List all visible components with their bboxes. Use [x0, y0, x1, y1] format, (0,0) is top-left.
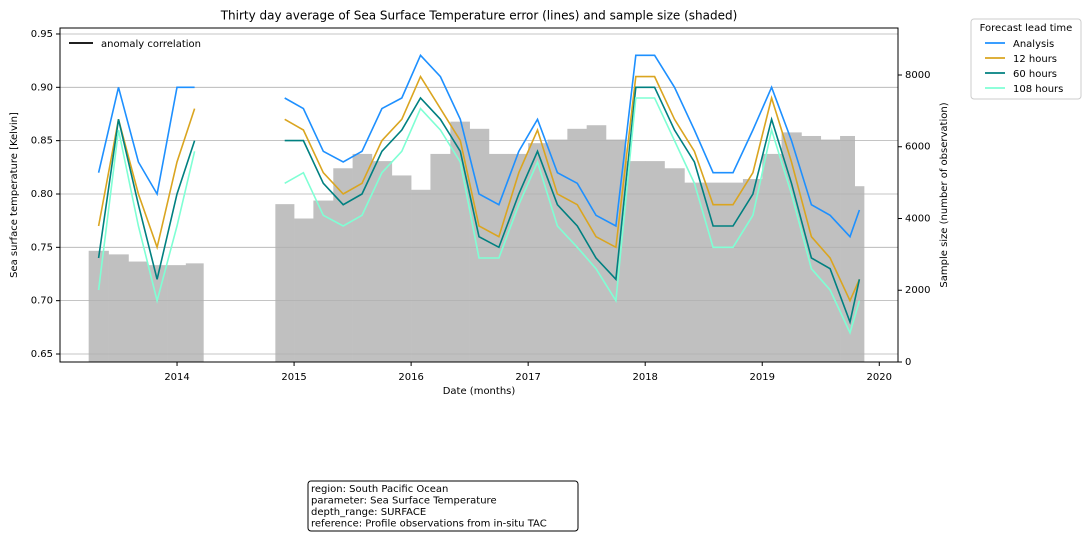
sample-bar — [684, 182, 705, 362]
series-line — [97, 119, 196, 280]
sample-bar — [333, 168, 353, 362]
sample-bar — [664, 168, 685, 362]
x-tick-label: 2015 — [281, 372, 306, 383]
legend-label: Analysis — [1013, 39, 1054, 50]
info-box — [307, 480, 579, 532]
series-line — [97, 129, 196, 304]
y-tick-label: 0.80 — [31, 189, 53, 200]
y2-tick-label: 0 — [905, 357, 911, 368]
sample-bar — [547, 139, 568, 362]
y-tick-label: 0.65 — [31, 349, 53, 360]
legend-label: 108 hours — [1013, 84, 1063, 95]
y-tick-label: 0.95 — [31, 29, 53, 40]
y2-tick-label: 6000 — [905, 142, 930, 153]
sample-bar — [605, 139, 627, 362]
x-tick-label: 2018 — [632, 372, 657, 383]
legend-label: 12 hours — [1013, 54, 1057, 65]
x-tick-label: 2016 — [398, 372, 423, 383]
series-line — [284, 74, 861, 303]
y-tick-label: 0.90 — [31, 82, 53, 93]
sample-bar — [88, 250, 109, 362]
sample-bar — [528, 143, 548, 362]
legend-label: 60 hours — [1013, 69, 1057, 80]
info-line: region: South Pacific Ocean — [311, 484, 448, 495]
y2-axis-label: Sample size (number of observation) — [939, 102, 950, 287]
sample-bar — [391, 175, 412, 362]
sample-bar — [371, 161, 393, 362]
sample-bar — [586, 125, 607, 362]
area-layer — [88, 121, 865, 363]
sample-bar — [723, 182, 744, 362]
sample-bar — [147, 265, 168, 362]
chart-title: Thirty day average of Sea Surface Temper… — [220, 9, 738, 23]
series-line — [284, 86, 861, 325]
plot-frame — [59, 27, 899, 363]
series-line — [97, 86, 195, 197]
inner-legend-label: anomaly correlation — [101, 39, 201, 50]
sample-bar — [108, 254, 129, 362]
line-layer — [97, 53, 861, 335]
sample-bar — [820, 139, 841, 362]
sample-bar — [128, 261, 149, 362]
sample-bar — [469, 128, 490, 362]
y2-tick-label: 8000 — [905, 70, 930, 81]
y-axis-label: Sea surface temperature [Kelvin] — [9, 112, 20, 278]
x-tick-label: 2017 — [515, 372, 540, 383]
sample-bar — [167, 265, 187, 362]
legend-box — [970, 18, 1082, 100]
sample-bar — [411, 189, 431, 362]
sample-bar — [313, 200, 334, 362]
x-tick-label: 2019 — [750, 372, 775, 383]
y2-tick-label: 2000 — [905, 285, 930, 296]
sample-bar — [275, 204, 295, 362]
sample-bar — [430, 153, 451, 362]
legend-title: Forecast lead time — [980, 23, 1073, 34]
info-line: depth_range: SURFACE — [311, 507, 426, 518]
sample-bar — [185, 263, 204, 362]
sample-bar — [854, 186, 865, 362]
x-tick-label: 2020 — [867, 372, 892, 383]
sample-bar — [294, 218, 314, 362]
y-tick-label: 0.85 — [31, 136, 53, 147]
sample-bar — [352, 153, 373, 362]
sample-bar — [508, 153, 529, 362]
y2-tick-label: 4000 — [905, 213, 930, 224]
sample-bar — [801, 135, 822, 362]
sample-bar — [450, 121, 470, 363]
series-line — [284, 97, 861, 335]
info-line: parameter: Sea Surface Temperature — [311, 496, 497, 507]
sample-bar — [762, 153, 782, 362]
sample-bar — [625, 161, 646, 362]
x-axis-label: Date (months) — [443, 386, 516, 397]
y-tick-label: 0.75 — [31, 242, 53, 253]
x-tick-label: 2014 — [164, 372, 189, 383]
sample-bar — [645, 161, 665, 362]
series-line — [284, 53, 861, 239]
info-line: reference: Profile observations from in-… — [311, 519, 547, 530]
sample-bar — [567, 128, 587, 362]
sample-bar — [703, 182, 724, 362]
y-tick-label: 0.70 — [31, 296, 53, 307]
